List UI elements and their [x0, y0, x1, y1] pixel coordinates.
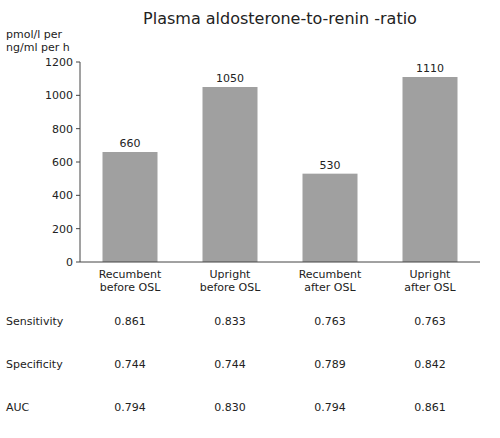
y-tick: [76, 62, 80, 63]
table-cell: 0.763: [414, 315, 446, 328]
bar: [203, 87, 258, 262]
data-label: 1050: [216, 72, 244, 85]
bar: [103, 152, 158, 262]
data-label: 660: [120, 137, 141, 150]
x-tick-label: Recumbentbefore OSL: [99, 268, 162, 294]
y-tick: [76, 95, 80, 96]
table-row-label: AUC: [6, 401, 30, 414]
bars: [103, 77, 458, 262]
table-cell: 0.794: [314, 401, 346, 414]
title: Plasma aldosterone-to-renin -ratio: [143, 9, 417, 28]
table-cell: 0.830: [214, 401, 246, 414]
y-tick-label: 800: [52, 123, 73, 136]
table-row-label: Sensitivity: [6, 315, 64, 328]
data-label: 1110: [416, 62, 444, 75]
x-tick-label: Uprightbefore OSL: [200, 268, 262, 294]
bar: [303, 174, 358, 262]
y-tick-label: 400: [52, 189, 73, 202]
bar: [403, 77, 458, 262]
y-tick-label: 600: [52, 156, 73, 169]
y-tick: [76, 228, 80, 229]
y-tick: [76, 128, 80, 129]
y-axis-label: pmol/l perng/ml per h: [6, 28, 70, 54]
table-row-label: Specificity: [6, 358, 63, 371]
table-cell: 0.744: [214, 358, 246, 371]
x-tick-label: Uprightafter OSL: [404, 268, 456, 294]
table-cell: 0.861: [414, 401, 446, 414]
table-cell: 0.861: [114, 315, 146, 328]
table-cell: 0.842: [414, 358, 446, 371]
y-tick: [76, 195, 80, 196]
y-tick: [76, 162, 80, 163]
table-cell: 0.744: [114, 358, 146, 371]
y-tick-label: 1000: [45, 89, 73, 102]
x-axis-line: [80, 262, 480, 263]
y-tick-label: 200: [52, 223, 73, 236]
table-cell: 0.833: [214, 315, 246, 328]
y-tick: [76, 262, 80, 263]
chart: Plasma aldosterone-to-renin -ratio pmol/l…: [0, 0, 500, 438]
table-cell: 0.789: [314, 358, 346, 371]
table-cell: 0.763: [314, 315, 346, 328]
x-tick-label: Recumbentafter OSL: [299, 268, 362, 294]
y-tick-label: 1200: [45, 56, 73, 69]
table-cell: 0.794: [114, 401, 146, 414]
y-tick-label: 0: [66, 256, 73, 269]
data-label: 530: [320, 159, 341, 172]
